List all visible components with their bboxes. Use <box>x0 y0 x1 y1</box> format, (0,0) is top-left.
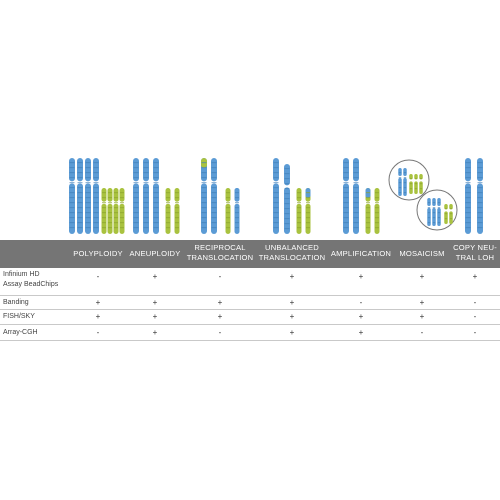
column-header-reciprocal-translocation: RECIPROCAL TRANSLOCATION <box>186 243 254 262</box>
chromosome-blue-translocated <box>234 188 240 234</box>
chromosome-green-amplified <box>365 188 371 234</box>
table-cell: - <box>473 312 477 321</box>
table-cell: - <box>473 298 477 307</box>
column-header-mosaicism: MOSAICISM <box>399 249 445 258</box>
chromosome-green <box>444 204 448 224</box>
cell-outline <box>388 159 430 201</box>
chromosome-blue <box>273 158 279 234</box>
chromosome-green <box>101 188 107 234</box>
chromosome-blue <box>211 158 217 234</box>
chromosome-green <box>374 188 380 234</box>
row-label-fish-sky: FISH/SKY <box>3 313 35 320</box>
table-cell: + <box>289 298 295 307</box>
chromosome-green <box>409 174 413 194</box>
table-cell: - <box>218 272 222 281</box>
chromosome-blue <box>353 158 359 234</box>
chromosome-green-translocated <box>305 188 311 234</box>
chromosome-green <box>296 188 302 234</box>
table-cell: + <box>95 312 101 321</box>
chromosome-blue <box>69 158 75 234</box>
chromosome-green <box>414 174 418 194</box>
table-cell: + <box>358 312 364 321</box>
chromosome-illustrations <box>69 158 483 234</box>
table-cell: + <box>289 272 295 281</box>
table-cell: - <box>96 328 100 337</box>
column-header-amplification: AMPLIFICATION <box>330 249 392 258</box>
table-cell: + <box>152 272 158 281</box>
cell-outline <box>416 189 458 231</box>
chromosome-blue <box>143 158 149 234</box>
chromosome-blue-translocated <box>201 158 207 234</box>
chromosome-green <box>113 188 119 234</box>
column-header-unbalanced-translocation: UNBALANCED TRANSLOCATION <box>258 243 326 262</box>
row-divider <box>0 309 500 310</box>
chromosome-blue <box>85 158 91 234</box>
table-cell: + <box>419 298 425 307</box>
chromosome-green <box>174 188 180 234</box>
chromosome-blue <box>398 168 402 196</box>
table-cell: - <box>420 328 424 337</box>
row-divider <box>0 295 500 296</box>
table-cell: + <box>217 298 223 307</box>
chromosome-blue <box>133 158 139 234</box>
chromosome-green <box>419 174 423 194</box>
chromosome-blue <box>477 158 483 234</box>
chromosome-blue-truncated <box>284 164 290 234</box>
chromosome-green <box>225 188 231 234</box>
table-cell: + <box>95 298 101 307</box>
chromosome-green <box>119 188 125 234</box>
table-cell: + <box>152 312 158 321</box>
table-cell: + <box>419 272 425 281</box>
chromosome-blue <box>343 158 349 234</box>
table-cell: + <box>289 328 295 337</box>
column-header-polyploidy: POLYPLOIDY <box>73 249 123 258</box>
chromosome-blue <box>465 158 471 234</box>
table-cell: + <box>358 328 364 337</box>
table-cell: + <box>358 272 364 281</box>
table-cell: + <box>472 272 478 281</box>
table-cell: - <box>473 328 477 337</box>
table-cell: + <box>419 312 425 321</box>
chromosome-blue <box>93 158 99 234</box>
table-cell: - <box>218 328 222 337</box>
table-cell: + <box>217 312 223 321</box>
row-divider <box>0 324 500 325</box>
chromosome-blue <box>427 198 431 226</box>
table-cell: + <box>152 328 158 337</box>
chromosome-blue <box>403 168 407 196</box>
chromosome-green <box>165 188 171 234</box>
table-cell: + <box>152 298 158 307</box>
chromosome-green <box>107 188 113 234</box>
column-header-band <box>0 240 500 268</box>
row-label-array-cgh: Array-CGH <box>3 329 38 336</box>
row-label-banding: Banding <box>3 299 29 306</box>
chromosome-blue <box>437 198 441 226</box>
table-cell: - <box>96 272 100 281</box>
chromosome-blue <box>153 158 159 234</box>
chromosome-blue <box>77 158 83 234</box>
column-header-aneuploidy: ANEUPLOIDY <box>129 249 181 258</box>
chromosome-green <box>449 204 453 224</box>
row-label-infinium-hd-assay-beadchips: Infinium HD Assay BeadChips <box>3 271 59 288</box>
table-cell: - <box>359 298 363 307</box>
chromosome-blue <box>432 198 436 226</box>
table-cell: + <box>289 312 295 321</box>
column-header-copy-neu-tral-loh: COPY NEU- TRAL LOH <box>453 243 497 262</box>
row-divider <box>0 340 500 341</box>
